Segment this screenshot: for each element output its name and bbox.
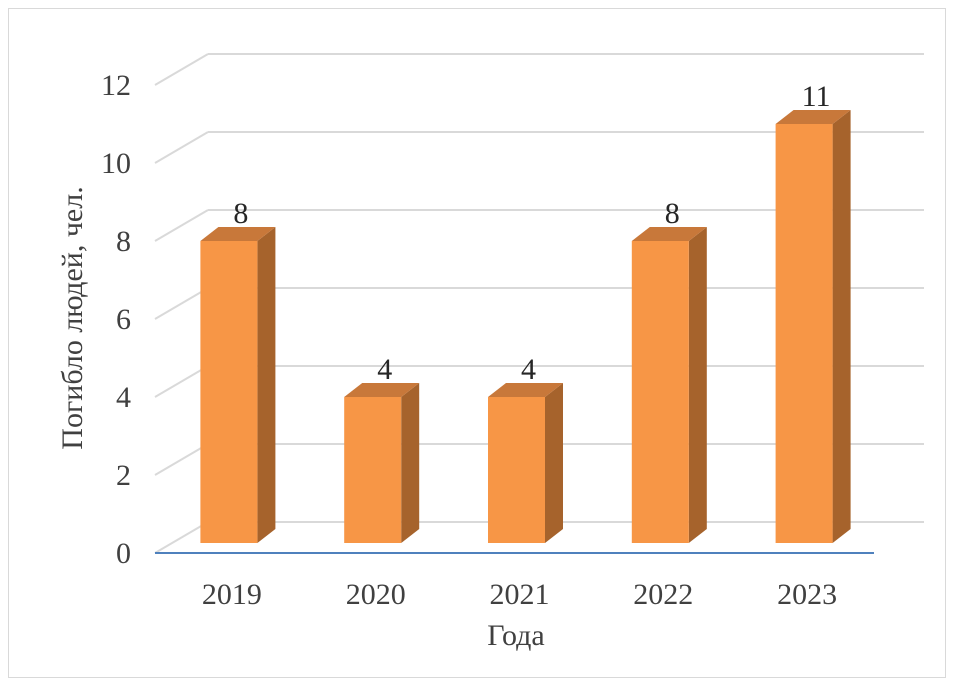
bar-top [344, 383, 420, 397]
bar-side [832, 110, 851, 543]
bar-front [344, 397, 402, 543]
x-tick-label: 2021 [490, 578, 550, 611]
bar-top [775, 110, 851, 124]
bar-side [545, 383, 563, 543]
data-label: 8 [233, 197, 248, 230]
y-tick-label: 2 [116, 459, 131, 492]
bar-side [401, 383, 420, 543]
y-tick-label: 6 [116, 303, 131, 336]
y-tick-label: 12 [101, 69, 131, 102]
bar-2021 [488, 383, 563, 543]
y-tick-label: 10 [101, 147, 131, 180]
bar-side [257, 227, 276, 543]
x-tick-label: 2020 [346, 578, 406, 611]
bar-2023 [775, 110, 851, 543]
y-axis-title: Погибло людей, чел. [56, 186, 89, 449]
data-label: 8 [665, 197, 680, 230]
bar-front [631, 241, 689, 543]
x-axis-ticks: 2019 2020 2021 2022 2023 [202, 578, 837, 611]
bar-side [688, 227, 707, 543]
gridline-diagonal [154, 209, 209, 242]
bar-2020 [344, 383, 420, 543]
bar-front [200, 241, 258, 543]
y-tick-label: 4 [116, 381, 131, 414]
gridline-diagonal [154, 443, 209, 476]
gridline-diagonal [154, 521, 209, 554]
bar-top [631, 227, 707, 241]
gridline-diagonal [154, 53, 209, 86]
bar-front [775, 124, 833, 543]
bar-front [488, 397, 545, 543]
data-label: 4 [521, 353, 536, 386]
gridline-diagonal [154, 131, 209, 164]
gridline-diagonal [154, 287, 209, 320]
bar-2022 [631, 227, 707, 543]
data-label: 4 [377, 353, 392, 386]
bar-top [200, 227, 276, 241]
y-tick-label: 0 [116, 537, 131, 570]
y-tick-label: 8 [116, 225, 131, 258]
data-label: 11 [802, 80, 831, 113]
x-axis-title: Года [487, 619, 544, 652]
bars [200, 110, 851, 543]
y-axis-ticks: 0 2 4 6 8 10 12 [101, 69, 131, 570]
x-tick-label: 2023 [777, 578, 837, 611]
data-labels: 8 4 4 8 11 [233, 80, 830, 386]
gridline-diagonal [154, 365, 209, 398]
bar-2019 [200, 227, 276, 543]
x-tick-label: 2019 [202, 578, 262, 611]
bar-top [488, 383, 563, 397]
x-tick-label: 2022 [633, 578, 693, 611]
